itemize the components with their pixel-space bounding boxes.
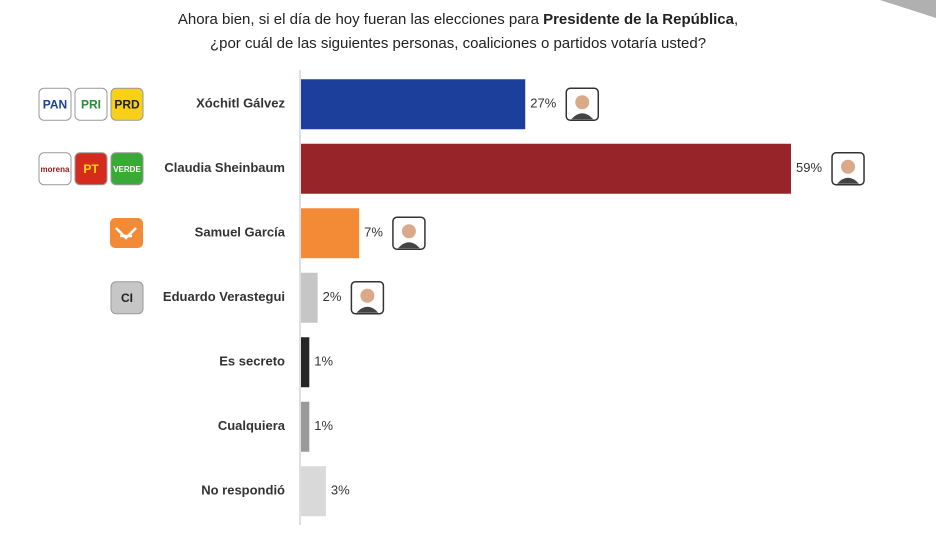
- chart-title: ¿por cuál de las siguientes personas, co…: [210, 35, 706, 52]
- category-label: Eduardo Verastegui: [163, 289, 285, 304]
- value-label: 7%: [364, 225, 383, 240]
- title-part: Presidente de la República: [543, 11, 735, 28]
- bar: [301, 401, 310, 452]
- title-part: ,: [734, 11, 738, 28]
- party-logo: [38, 87, 72, 121]
- party-logo-label: morena: [41, 165, 70, 174]
- bar: [301, 79, 526, 130]
- value-label: 3%: [331, 483, 350, 498]
- bar: [301, 337, 310, 388]
- party-logo-label: VERDE: [113, 165, 141, 174]
- category-label: No respondió: [201, 483, 285, 498]
- value-label: 2%: [323, 289, 342, 304]
- party-logo-label: PAN: [43, 97, 67, 111]
- bar: [301, 466, 326, 517]
- photo-face: [841, 159, 856, 174]
- corner-decoration: [880, 0, 936, 18]
- party-logo-label: PT: [83, 162, 99, 176]
- category-label: Xóchitl Gálvez: [196, 96, 285, 111]
- bar: [301, 208, 360, 259]
- photo-face: [360, 288, 375, 303]
- category-label: Es secreto: [219, 354, 285, 369]
- party-logo-label: PRI: [81, 97, 101, 111]
- category-label: Cualquiera: [218, 418, 286, 433]
- title-part: Ahora bien, si el día de hoy fueran las …: [178, 11, 543, 28]
- category-label: Samuel García: [195, 225, 286, 240]
- photo-body: [837, 177, 860, 184]
- party-logo-label: CI: [121, 291, 133, 305]
- chart-title: Ahora bien, si el día de hoy fueran las …: [178, 11, 738, 28]
- bar: [301, 143, 791, 194]
- photo-body: [571, 113, 594, 120]
- mc-logo-icon: [115, 227, 137, 240]
- party-logo: [110, 152, 144, 186]
- photo-body: [397, 242, 420, 249]
- value-label: 27%: [530, 96, 556, 111]
- photo-body: [356, 306, 379, 313]
- party-logo: [38, 152, 72, 186]
- value-label: 1%: [314, 354, 333, 369]
- party-logo: [74, 87, 108, 121]
- mc-logo: [110, 218, 143, 248]
- party-logo: [74, 152, 108, 186]
- bar: [301, 272, 318, 323]
- photo-face: [401, 224, 416, 239]
- value-label: 1%: [314, 418, 333, 433]
- party-logo-label: PRD: [114, 97, 140, 111]
- category-label: Claudia Sheinbaum: [164, 160, 285, 175]
- photo-face: [575, 95, 590, 110]
- party-logo: [110, 87, 144, 121]
- party-logo: [110, 281, 144, 315]
- value-label: 59%: [796, 160, 822, 175]
